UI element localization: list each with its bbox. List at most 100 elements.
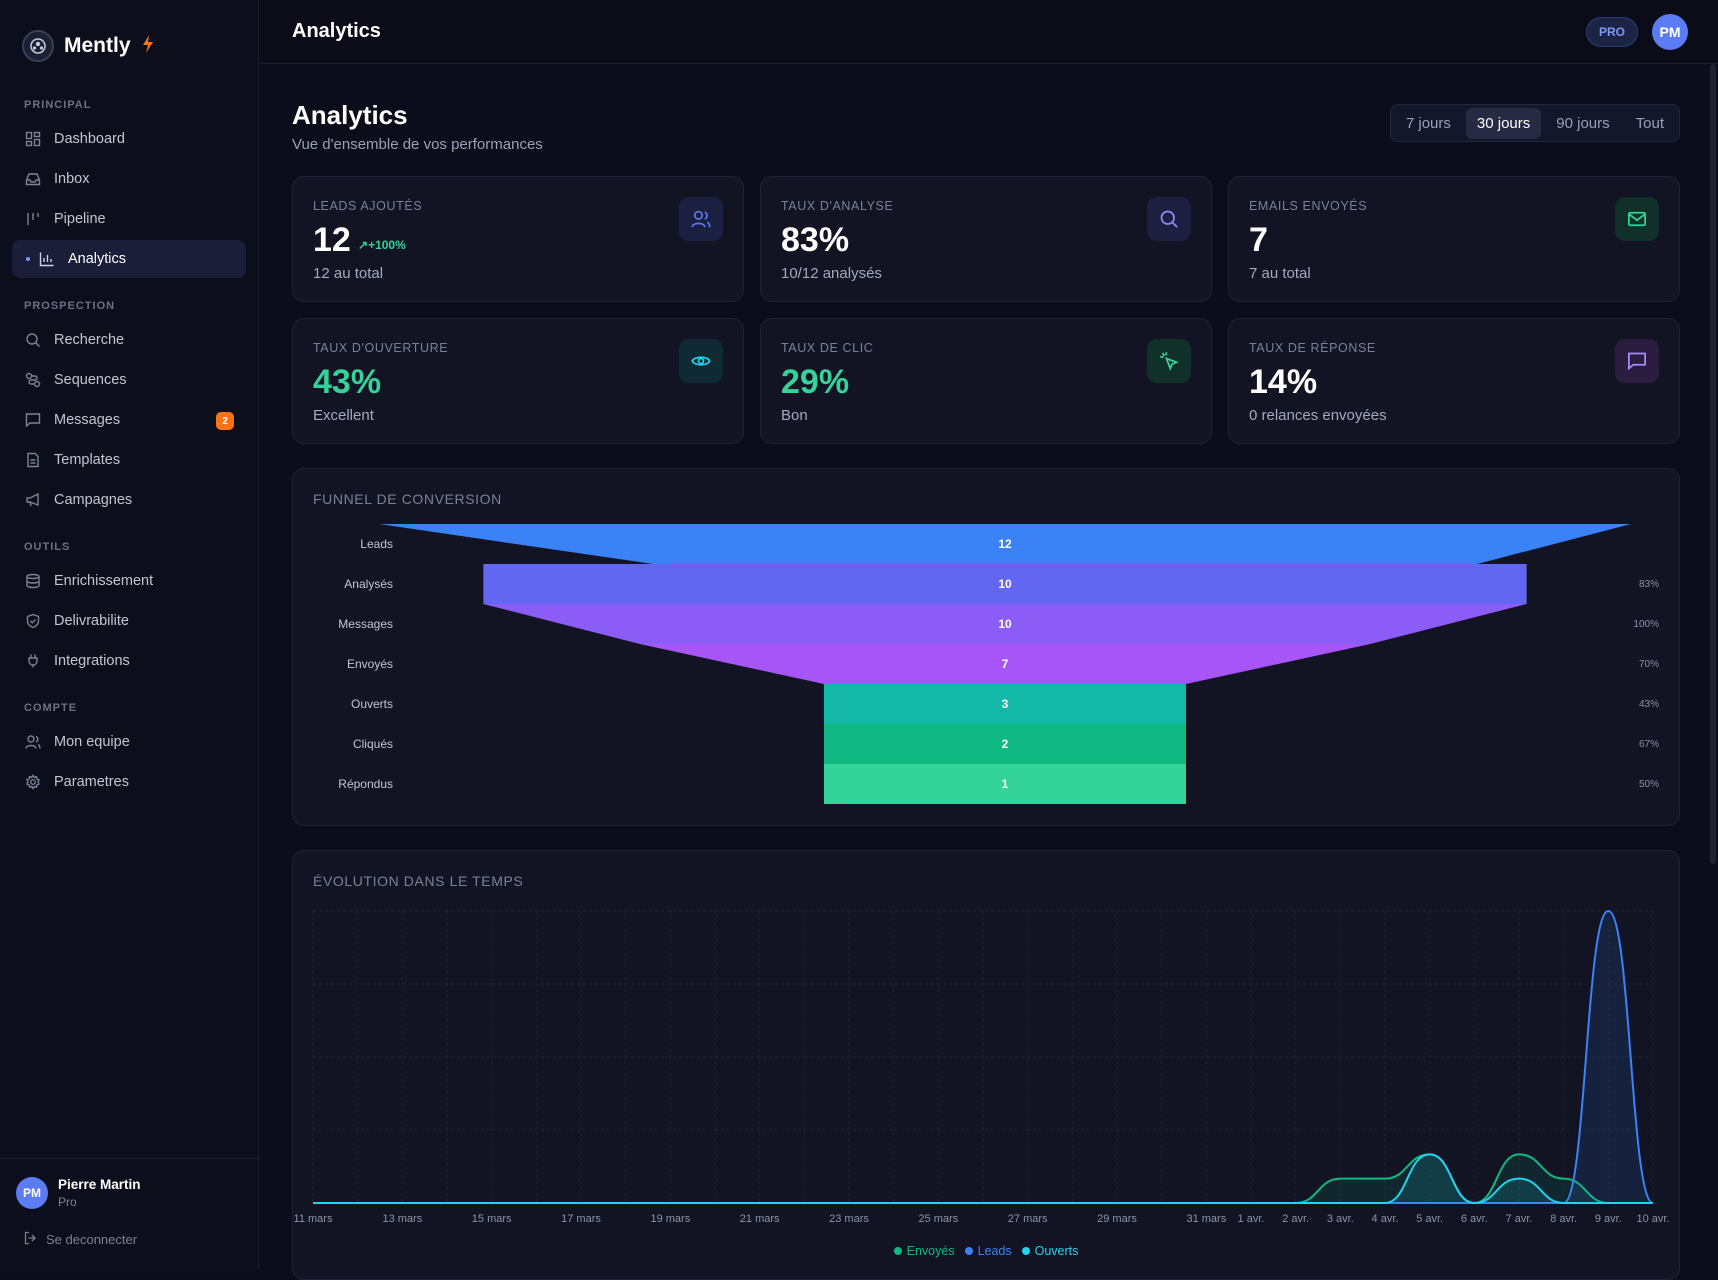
pro-badge[interactable]: PRO [1586,17,1638,47]
user-plan: Pro [58,1195,141,1209]
eye-icon [679,339,723,383]
stat-trend: ↗+100% [358,238,406,252]
sidebar-item-pipeline[interactable]: Pipeline [12,200,246,238]
x-tick-label: 10 avr. [1636,1213,1669,1225]
sidebar-item-analytics[interactable]: Analytics [12,240,246,278]
sidebar-item-label: Pipeline [54,211,106,227]
stat-card-analyse: TAUX D'ANALYSE 83% 10/12 analysés [760,176,1212,302]
stat-value: 29% [781,363,849,402]
stat-sub: 7 au total [1249,265,1311,282]
legend-dot-icon [894,1247,902,1255]
range-90-jours[interactable]: 90 jours [1545,108,1620,139]
x-tick-label: 5 avr. [1416,1213,1443,1225]
funnel-value-0: 12 [998,537,1012,551]
x-tick-label: 3 avr. [1327,1213,1354,1225]
sidebar-item-recherche[interactable]: Recherche [12,321,246,359]
sidebar-item-label: Inbox [54,171,89,187]
stat-sub: Excellent [313,407,374,424]
stat-value: 43% [313,363,381,402]
trend-value: +100% [368,238,406,252]
funnel-value-2: 10 [998,617,1012,631]
legend-item[interactable]: Ouverts [1022,1244,1079,1258]
brand[interactable]: Mently [22,30,155,62]
legend-item[interactable]: Envoyés [894,1244,955,1258]
chart-legend: Envoyés Leads Ouverts [293,1244,1679,1258]
x-tick-label: 13 mars [382,1213,422,1225]
stat-value: 7 [1249,221,1268,260]
funnel-value-1: 10 [998,577,1012,591]
x-tick-label: 23 mars [829,1213,869,1225]
sidebar-item-enrichissement[interactable]: Enrichissement [12,562,246,600]
topbar: Analytics PRO PM [260,0,1718,64]
grid-icon [24,130,42,148]
funnel-label: Leads [313,537,393,551]
sidebar-item-integrations[interactable]: Integrations [12,642,246,680]
database-icon [24,572,42,590]
x-tick-label: 27 mars [1008,1213,1048,1225]
funnel-pct: 67% [1619,739,1659,750]
chat-icon [1615,339,1659,383]
x-tick-label: 19 mars [650,1213,690,1225]
sidebar-item-label: Recherche [54,332,124,348]
scrollbar[interactable] [1710,64,1716,864]
stat-card-leads: LEADS AJOUTÉS 12 ↗+100% 12 au total [292,176,744,302]
sidebar-item-delivrabilite[interactable]: Delivrabilite [12,602,246,640]
x-tick-label: 6 avr. [1461,1213,1488,1225]
logout-button[interactable]: Se deconnecter [16,1231,243,1248]
file-icon [24,451,42,469]
sidebar-item-templates[interactable]: Templates [12,441,246,479]
stat-sub: 10/12 analysés [781,265,882,282]
sidebar-item-label: Templates [54,452,120,468]
sidebar-item-inbox[interactable]: Inbox [12,160,246,198]
stat-value: 12 [313,221,351,260]
pipeline-icon [24,210,42,228]
inbox-icon [24,170,42,188]
logout-label: Se deconnecter [46,1232,137,1247]
main-content: Analytics Vue d'ensemble de vos performa… [260,64,1718,1270]
megaphone-icon [24,491,42,509]
sidebar-item-label: Parametres [54,774,129,790]
sidebar-item-messages[interactable]: Messages 2 [12,401,246,439]
sidebar-item-dashboard[interactable]: Dashboard [12,120,246,158]
range-7-jours[interactable]: 7 jours [1395,108,1462,139]
gear-icon [24,773,42,791]
users-icon [24,733,42,751]
search-icon [1147,197,1191,241]
section-prospection: PROSPECTION [24,300,115,312]
funnel-value-6: 1 [1002,777,1009,791]
section-outils: OUTILS [24,541,70,553]
range-30-jours[interactable]: 30 jours [1466,108,1541,139]
sidebar-item-label: Integrations [54,653,130,669]
funnel-label: Répondus [313,777,393,791]
section-compte: COMPTE [24,702,77,714]
trend-up-icon: ↗ [358,238,368,252]
sequence-icon [24,371,42,389]
stat-value: 83% [781,221,849,260]
stat-label: TAUX D'OUVERTURE [313,341,448,355]
top-avatar[interactable]: PM [1652,14,1688,50]
app-name: Mently [64,34,131,58]
message-icon [24,411,42,429]
active-dot [26,257,30,261]
range-tout[interactable]: Tout [1625,108,1675,139]
legend-label: Ouverts [1035,1244,1079,1258]
funnel-pct: 70% [1619,659,1659,670]
x-tick-label: 31 mars [1186,1213,1226,1225]
sidebar-item-parametres[interactable]: Parametres [12,763,246,801]
sidebar-item-mon-equipe[interactable]: Mon equipe [12,723,246,761]
mail-icon [1615,197,1659,241]
sidebar-item-campagnes[interactable]: Campagnes [12,481,246,519]
avatar[interactable]: PM [16,1177,48,1209]
search-icon [24,331,42,349]
evolution-chart [293,851,1679,1231]
legend-item[interactable]: Leads [965,1244,1012,1258]
sidebar-item-sequences[interactable]: Sequences [12,361,246,399]
shield-icon [24,612,42,630]
x-tick-label: 2 avr. [1282,1213,1309,1225]
stat-label: TAUX DE CLIC [781,341,873,355]
sidebar-item-label: Enrichissement [54,573,153,589]
legend-label: Leads [978,1244,1012,1258]
funnel-label: Ouverts [313,697,393,711]
page-title: Analytics [292,100,408,131]
